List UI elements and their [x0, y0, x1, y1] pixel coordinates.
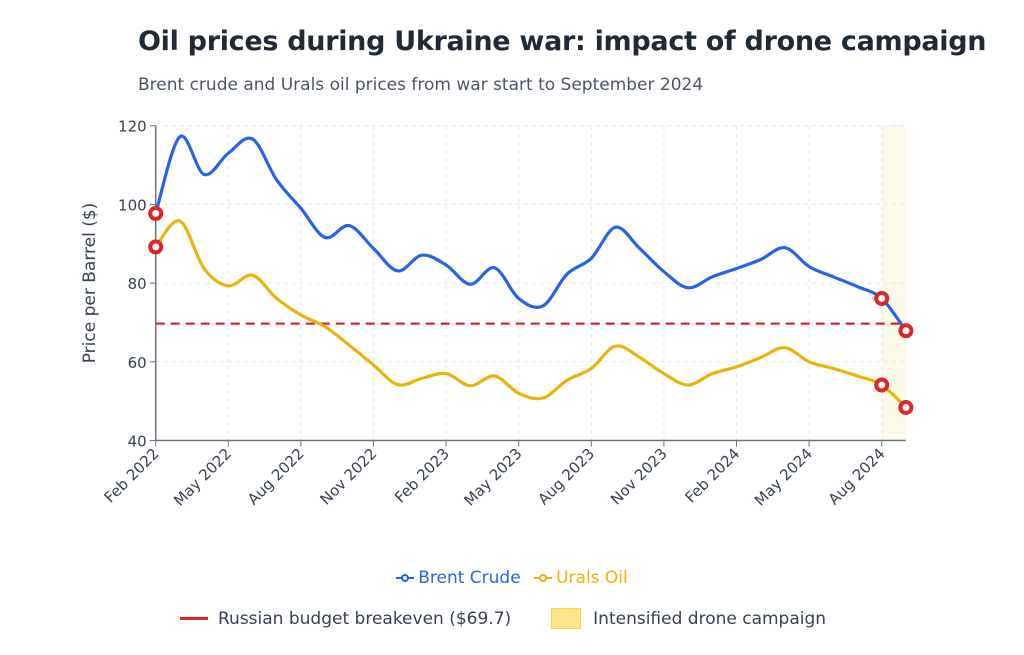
y-tick-label: 100 — [118, 196, 147, 214]
series-line-urals-oil — [154, 219, 908, 409]
y-tick-label: 60 — [128, 354, 147, 372]
annotation-legend: Russian budget breakeven ($69.7) Intensi… — [180, 608, 826, 629]
x-tick-label: Aug 2024 — [825, 445, 889, 509]
legend-item-brent[interactable]: Brent Crude — [396, 568, 521, 588]
series-legend: Brent Crude Urals Oil — [0, 568, 1024, 588]
drone-campaign-swatch — [551, 608, 582, 629]
x-tick-label: Feb 2023 — [391, 445, 453, 507]
x-tick-label: May 2024 — [751, 445, 816, 510]
legend-label: Brent Crude — [418, 568, 521, 588]
highlight-point — [148, 205, 164, 221]
highlight-point — [898, 399, 914, 415]
y-tick-label: 120 — [118, 118, 147, 136]
breakeven-swatch — [180, 617, 208, 620]
highlight-point — [148, 239, 164, 255]
highlight-point — [874, 290, 890, 306]
drone-campaign-legend-label: Intensified drone campaign — [593, 608, 827, 629]
y-axis-label: Price per Barrel ($) — [80, 203, 100, 364]
x-tick-label: Nov 2023 — [607, 445, 671, 509]
x-tick-label: May 2023 — [461, 445, 526, 510]
x-tick-label: Feb 2022 — [101, 445, 163, 507]
highlight-point — [874, 377, 890, 393]
x-tick-label: Feb 2024 — [681, 445, 743, 507]
line-marker-icon — [534, 574, 553, 582]
x-tick-label: Aug 2023 — [534, 445, 598, 509]
y-tick-label: 80 — [128, 275, 147, 293]
line-marker-icon — [396, 574, 415, 582]
y-tick-label: 40 — [128, 433, 147, 451]
x-tick-label: May 2022 — [170, 445, 235, 510]
x-tick-label: Aug 2022 — [244, 445, 308, 509]
series-line-brent-crude — [154, 134, 908, 332]
legend-label: Urals Oil — [556, 568, 628, 588]
x-tick-label: Nov 2022 — [317, 445, 381, 509]
highlight-point — [898, 323, 914, 339]
legend-item-urals[interactable]: Urals Oil — [534, 568, 628, 588]
chart-title: Oil prices during Ukraine war: impact of… — [138, 26, 987, 57]
chart-subtitle: Brent crude and Urals oil prices from wa… — [138, 75, 704, 95]
breakeven-legend-label: Russian budget breakeven ($69.7) — [218, 608, 512, 629]
